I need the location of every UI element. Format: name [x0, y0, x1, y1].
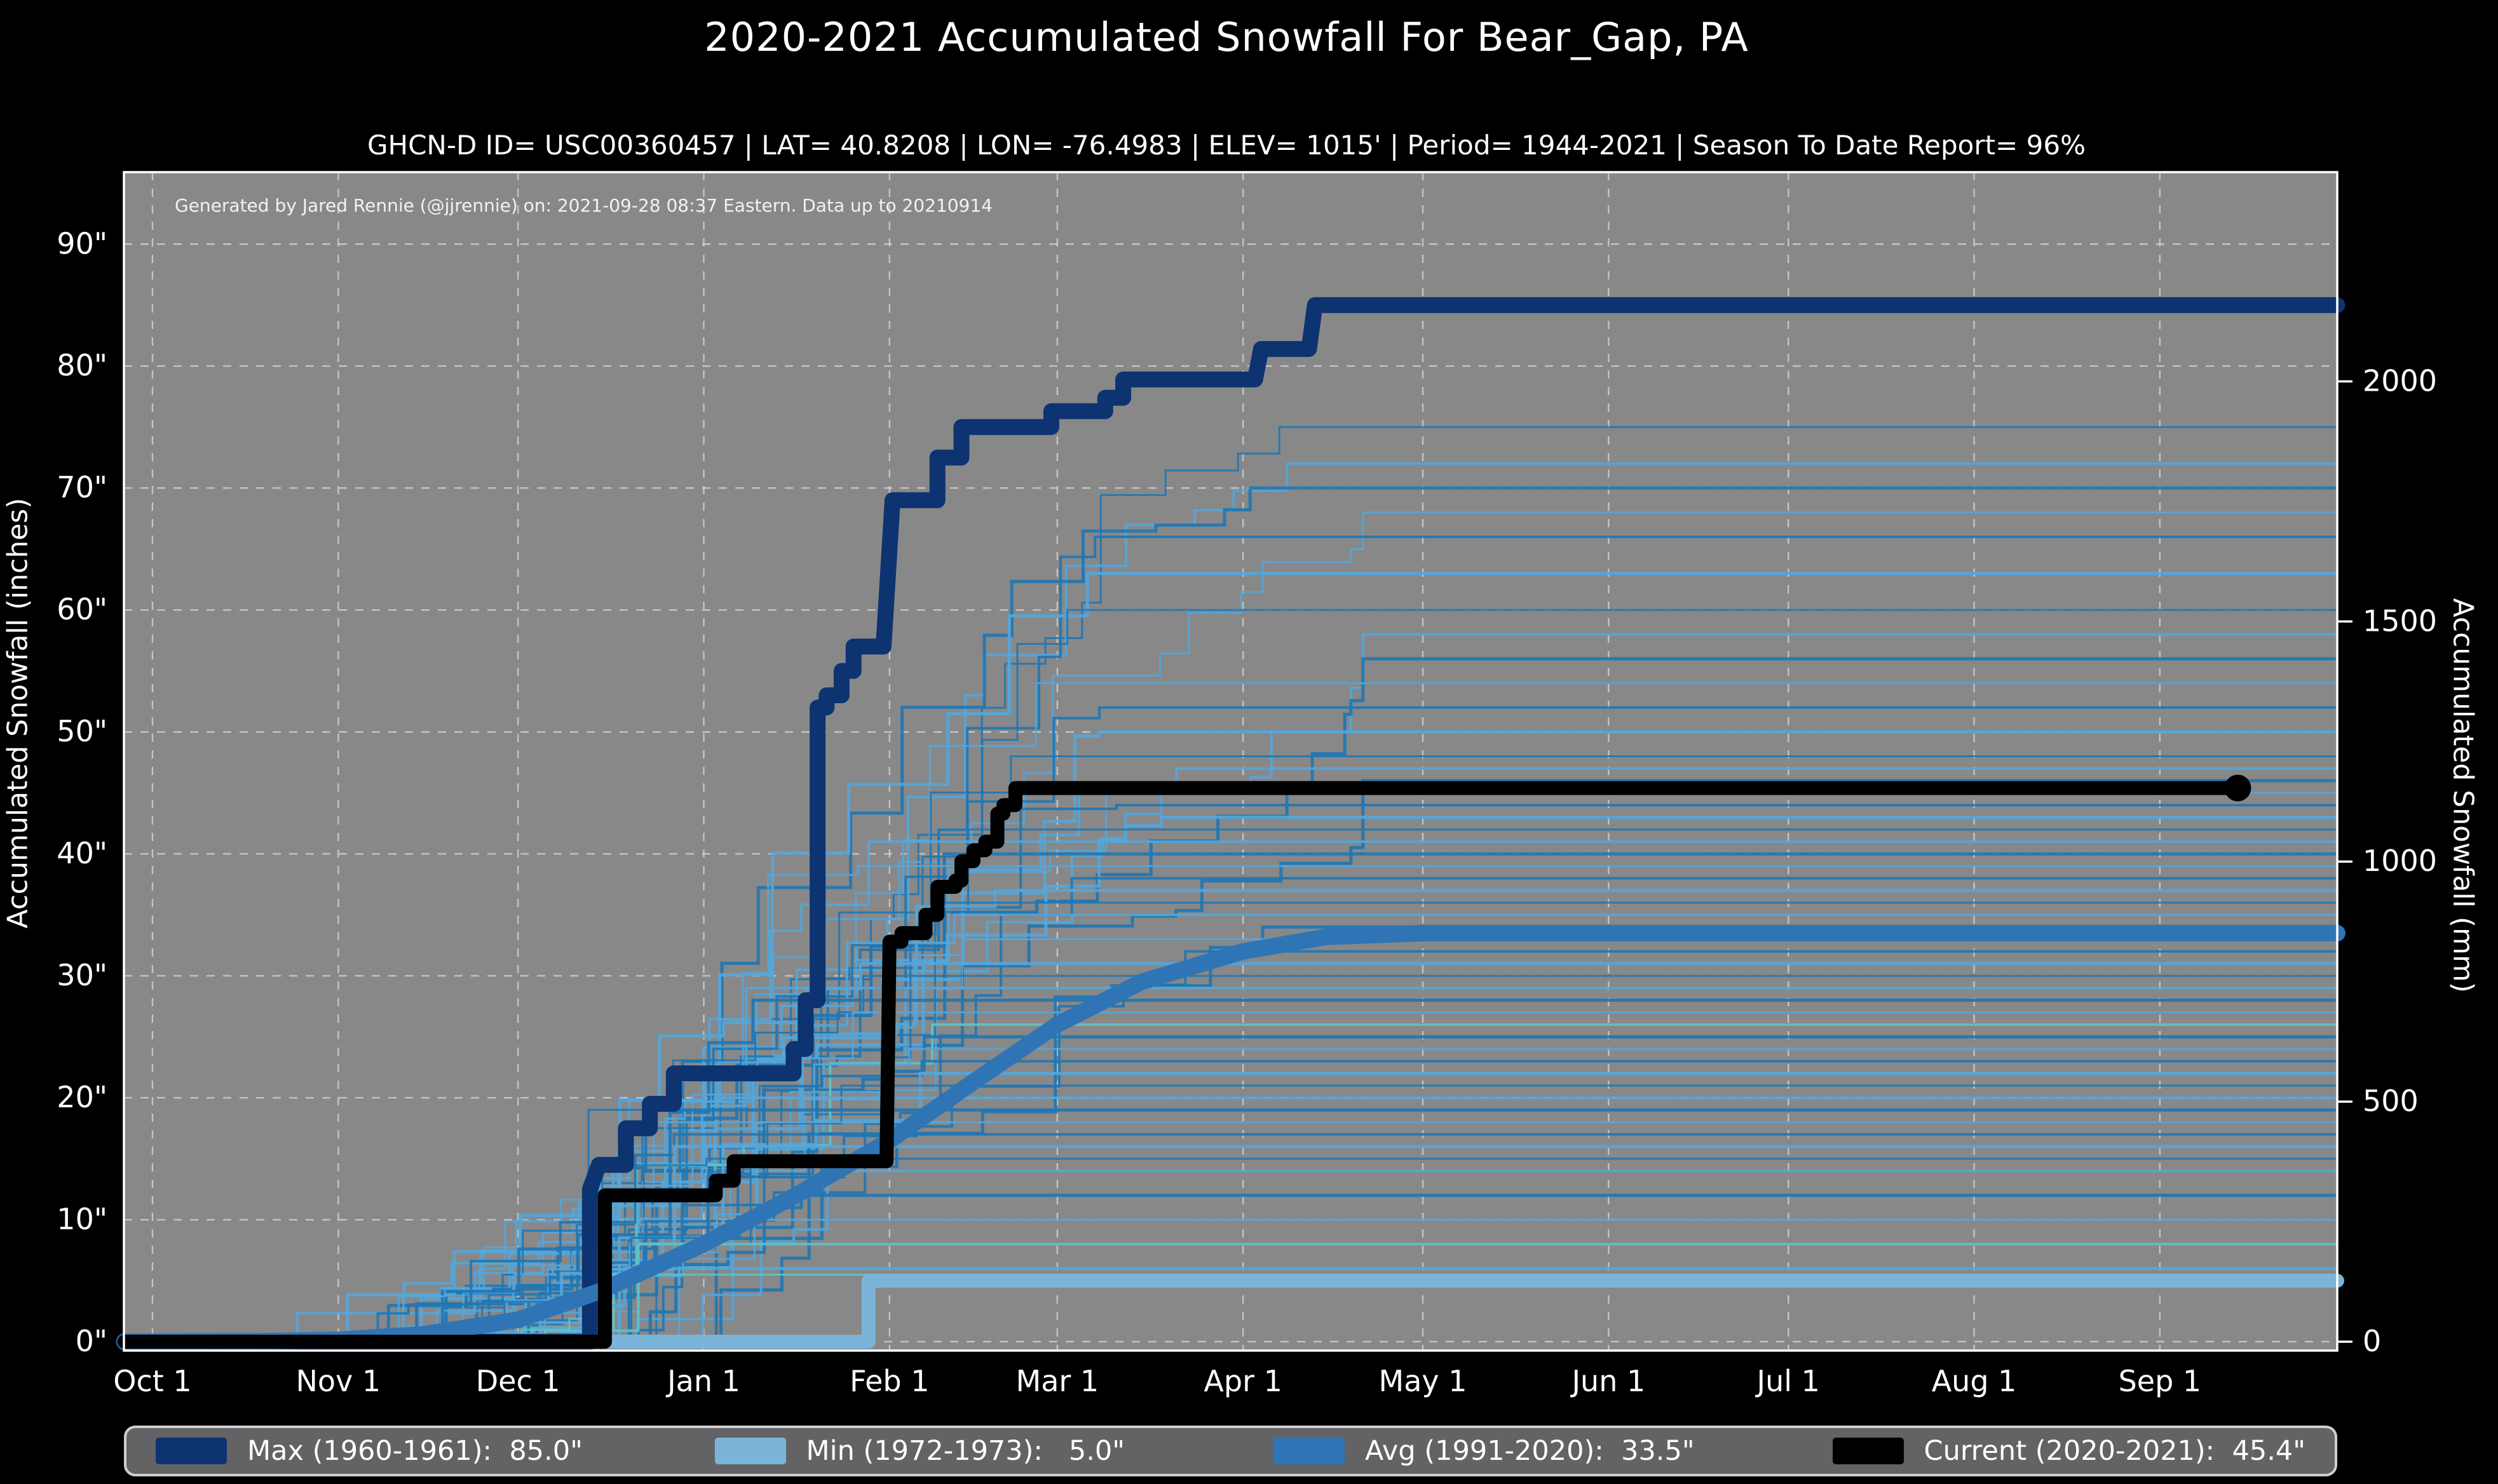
min-line-swatch	[714, 1438, 786, 1464]
y-right-tick-label: 1500	[2363, 604, 2437, 638]
axis-ticks: 0" 10" 20" 30" 40" 50" 60" 70" 80" 90" 0 500 1000 150…	[57, 226, 2437, 1398]
page-title: 2020-2021 Accumulated Snowfall For Bear_…	[704, 14, 1749, 60]
max-line-swatch	[156, 1438, 227, 1464]
y-left-tick-label: 10"	[57, 1202, 107, 1236]
season-line	[124, 975, 2337, 1343]
current-end-marker	[2224, 774, 2251, 802]
y-left-tick-label: 70"	[57, 470, 107, 504]
y-right-tick-label: 0	[2363, 1324, 2381, 1358]
legend-item-min: Min (1972-1973): 5.0"	[714, 1435, 1274, 1467]
chart-subtitle: GHCN-D ID= USC00360457 | LAT= 40.8208 | …	[367, 130, 2086, 161]
main-series-lines	[116, 297, 2345, 1350]
x-tick-label: Jul 1	[1755, 1364, 1820, 1398]
plot-area	[124, 172, 2337, 1351]
legend-label-max: Max (1960-1961): 85.0"	[247, 1435, 583, 1467]
legend-item-max: Max (1960-1961): 85.0"	[156, 1435, 715, 1467]
y-left-tick-label: 90"	[57, 226, 107, 260]
legend: Max (1960-1961): 85.0" Min (1972-1973): …	[124, 1426, 2337, 1476]
x-tick-label: Jun 1	[1570, 1364, 1645, 1398]
y-left-tick-label: 20"	[57, 1080, 107, 1114]
y-left-tick-label: 30"	[57, 958, 107, 992]
plot-border	[123, 171, 2338, 1352]
x-tick-label: Nov 1	[295, 1364, 381, 1398]
y-right-tick-label: 2000	[2363, 363, 2437, 398]
season-line	[124, 828, 2337, 1343]
x-tick-label: Sep 1	[2119, 1364, 2202, 1398]
y-left-tick-label: 60"	[57, 592, 107, 626]
season-line	[124, 877, 2337, 1343]
y-left-tick-label: 40"	[57, 836, 107, 870]
series-line-max	[116, 297, 2345, 1350]
y-right-tick-label: 1000	[2363, 844, 2437, 878]
x-tick-label: Aug 1	[1932, 1364, 2017, 1398]
x-tick-label: May 1	[1379, 1364, 1467, 1398]
y-left-tick-label: 50"	[57, 714, 107, 748]
series-line-current	[117, 781, 2245, 1349]
legend-item-current: Current (2020-2021): 45.4"	[1832, 1435, 2305, 1467]
x-tick-label: Oct 1	[113, 1364, 191, 1398]
x-tick-label: Jan 1	[665, 1364, 740, 1398]
legend-label-current: Current (2020-2021): 45.4"	[1924, 1435, 2305, 1467]
x-tick-label: Apr 1	[1204, 1364, 1282, 1398]
legend-label-avg: Avg (1991-2020): 33.5"	[1365, 1435, 1695, 1467]
x-tick-label: Feb 1	[850, 1364, 929, 1398]
x-tick-label: Dec 1	[476, 1364, 560, 1398]
y-left-tick-label: 80"	[57, 348, 107, 382]
y-right-tick-label: 500	[2363, 1084, 2419, 1118]
current-line-swatch	[1832, 1438, 1904, 1464]
legend-label-min: Min (1972-1973): 5.0"	[806, 1435, 1125, 1467]
y-left-tick-label: 0"	[76, 1324, 107, 1358]
x-tick-label: Mar 1	[1016, 1364, 1099, 1398]
avg-line-swatch	[1273, 1438, 1345, 1464]
legend-item-avg: Avg (1991-2020): 33.5"	[1273, 1435, 1833, 1467]
annotation-text: Generated by Jared Rennie (@jjrennie) on…	[175, 195, 993, 216]
